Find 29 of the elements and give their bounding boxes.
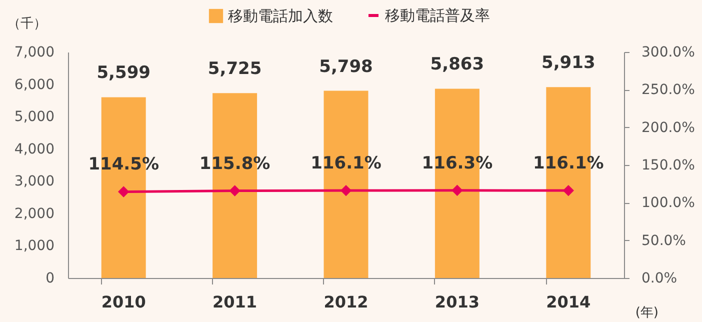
- legend-label: 移動電話加入数: [228, 7, 333, 25]
- x-tick-label: 2014: [546, 292, 591, 312]
- y-axis-title: （千）: [8, 16, 46, 32]
- y-tick-label: 1,000: [14, 238, 54, 254]
- y-tick-label: 4,000: [14, 141, 54, 158]
- x-tick-label: 2011: [212, 292, 258, 312]
- data-label: 5,599: [96, 63, 150, 84]
- x-tick-label: 2012: [324, 292, 368, 312]
- x-tick-label: 2013: [434, 292, 480, 312]
- y-tick-label: 0: [46, 270, 54, 286]
- y2-tick-label: 50.0%: [642, 232, 686, 249]
- x-tick-label: 2010: [101, 292, 146, 312]
- y-tick-label: 3,000: [14, 174, 54, 190]
- y2-tick-label: 300.0%: [642, 44, 695, 60]
- data-label: 5,863: [430, 54, 484, 75]
- x-axis-title: (年): [635, 306, 658, 320]
- y2-tick-label: 100.0%: [642, 195, 695, 212]
- y-tick-label: 5,000: [14, 109, 54, 126]
- y2-tick-label: 150.0%: [642, 158, 695, 174]
- data-label: 5,725: [208, 59, 262, 80]
- y-tick-label: 6,000: [14, 76, 54, 93]
- legend-label: 移動電話普及率: [385, 6, 490, 24]
- y2-tick-label: 250.0%: [642, 82, 695, 98]
- y-tick-label: 7,000: [14, 44, 54, 60]
- y-tick-label: 2,000: [14, 206, 54, 222]
- data-label: 5,798: [319, 56, 373, 77]
- data-label: 5,913: [542, 53, 596, 74]
- y2-tick-label: 0.0%: [642, 270, 678, 286]
- y2-tick-label: 200.0%: [642, 120, 695, 136]
